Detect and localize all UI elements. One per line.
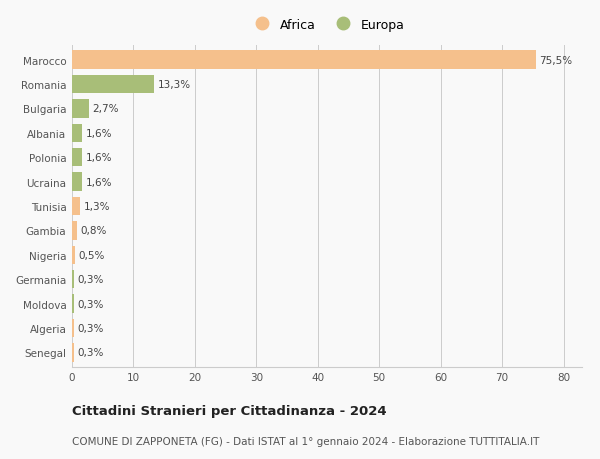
Bar [72, 173, 82, 191]
Bar [72, 124, 82, 143]
Bar [72, 270, 74, 289]
Bar [72, 149, 82, 167]
Text: 0,5%: 0,5% [79, 250, 105, 260]
Legend: Africa, Europa: Africa, Europa [245, 14, 409, 37]
Text: 0,3%: 0,3% [77, 347, 104, 358]
Bar [72, 246, 75, 264]
Text: 0,3%: 0,3% [77, 299, 104, 309]
Text: 0,3%: 0,3% [77, 323, 104, 333]
Text: 1,3%: 1,3% [83, 202, 110, 212]
Text: COMUNE DI ZAPPONETA (FG) - Dati ISTAT al 1° gennaio 2024 - Elaborazione TUTTITAL: COMUNE DI ZAPPONETA (FG) - Dati ISTAT al… [72, 436, 539, 446]
Text: 1,6%: 1,6% [86, 177, 112, 187]
Bar [72, 197, 80, 216]
Bar [72, 76, 154, 94]
Bar [72, 295, 74, 313]
Bar [72, 319, 74, 337]
Text: 0,3%: 0,3% [77, 274, 104, 285]
Bar [72, 100, 89, 118]
Text: 1,6%: 1,6% [86, 129, 112, 139]
Text: 1,6%: 1,6% [86, 153, 112, 163]
Text: 2,7%: 2,7% [92, 104, 119, 114]
Text: 75,5%: 75,5% [539, 56, 573, 66]
Text: 13,3%: 13,3% [157, 80, 191, 90]
Bar [72, 51, 536, 70]
Bar [72, 343, 74, 362]
Text: Cittadini Stranieri per Cittadinanza - 2024: Cittadini Stranieri per Cittadinanza - 2… [72, 404, 386, 417]
Text: 0,8%: 0,8% [80, 226, 107, 236]
Bar [72, 222, 77, 240]
